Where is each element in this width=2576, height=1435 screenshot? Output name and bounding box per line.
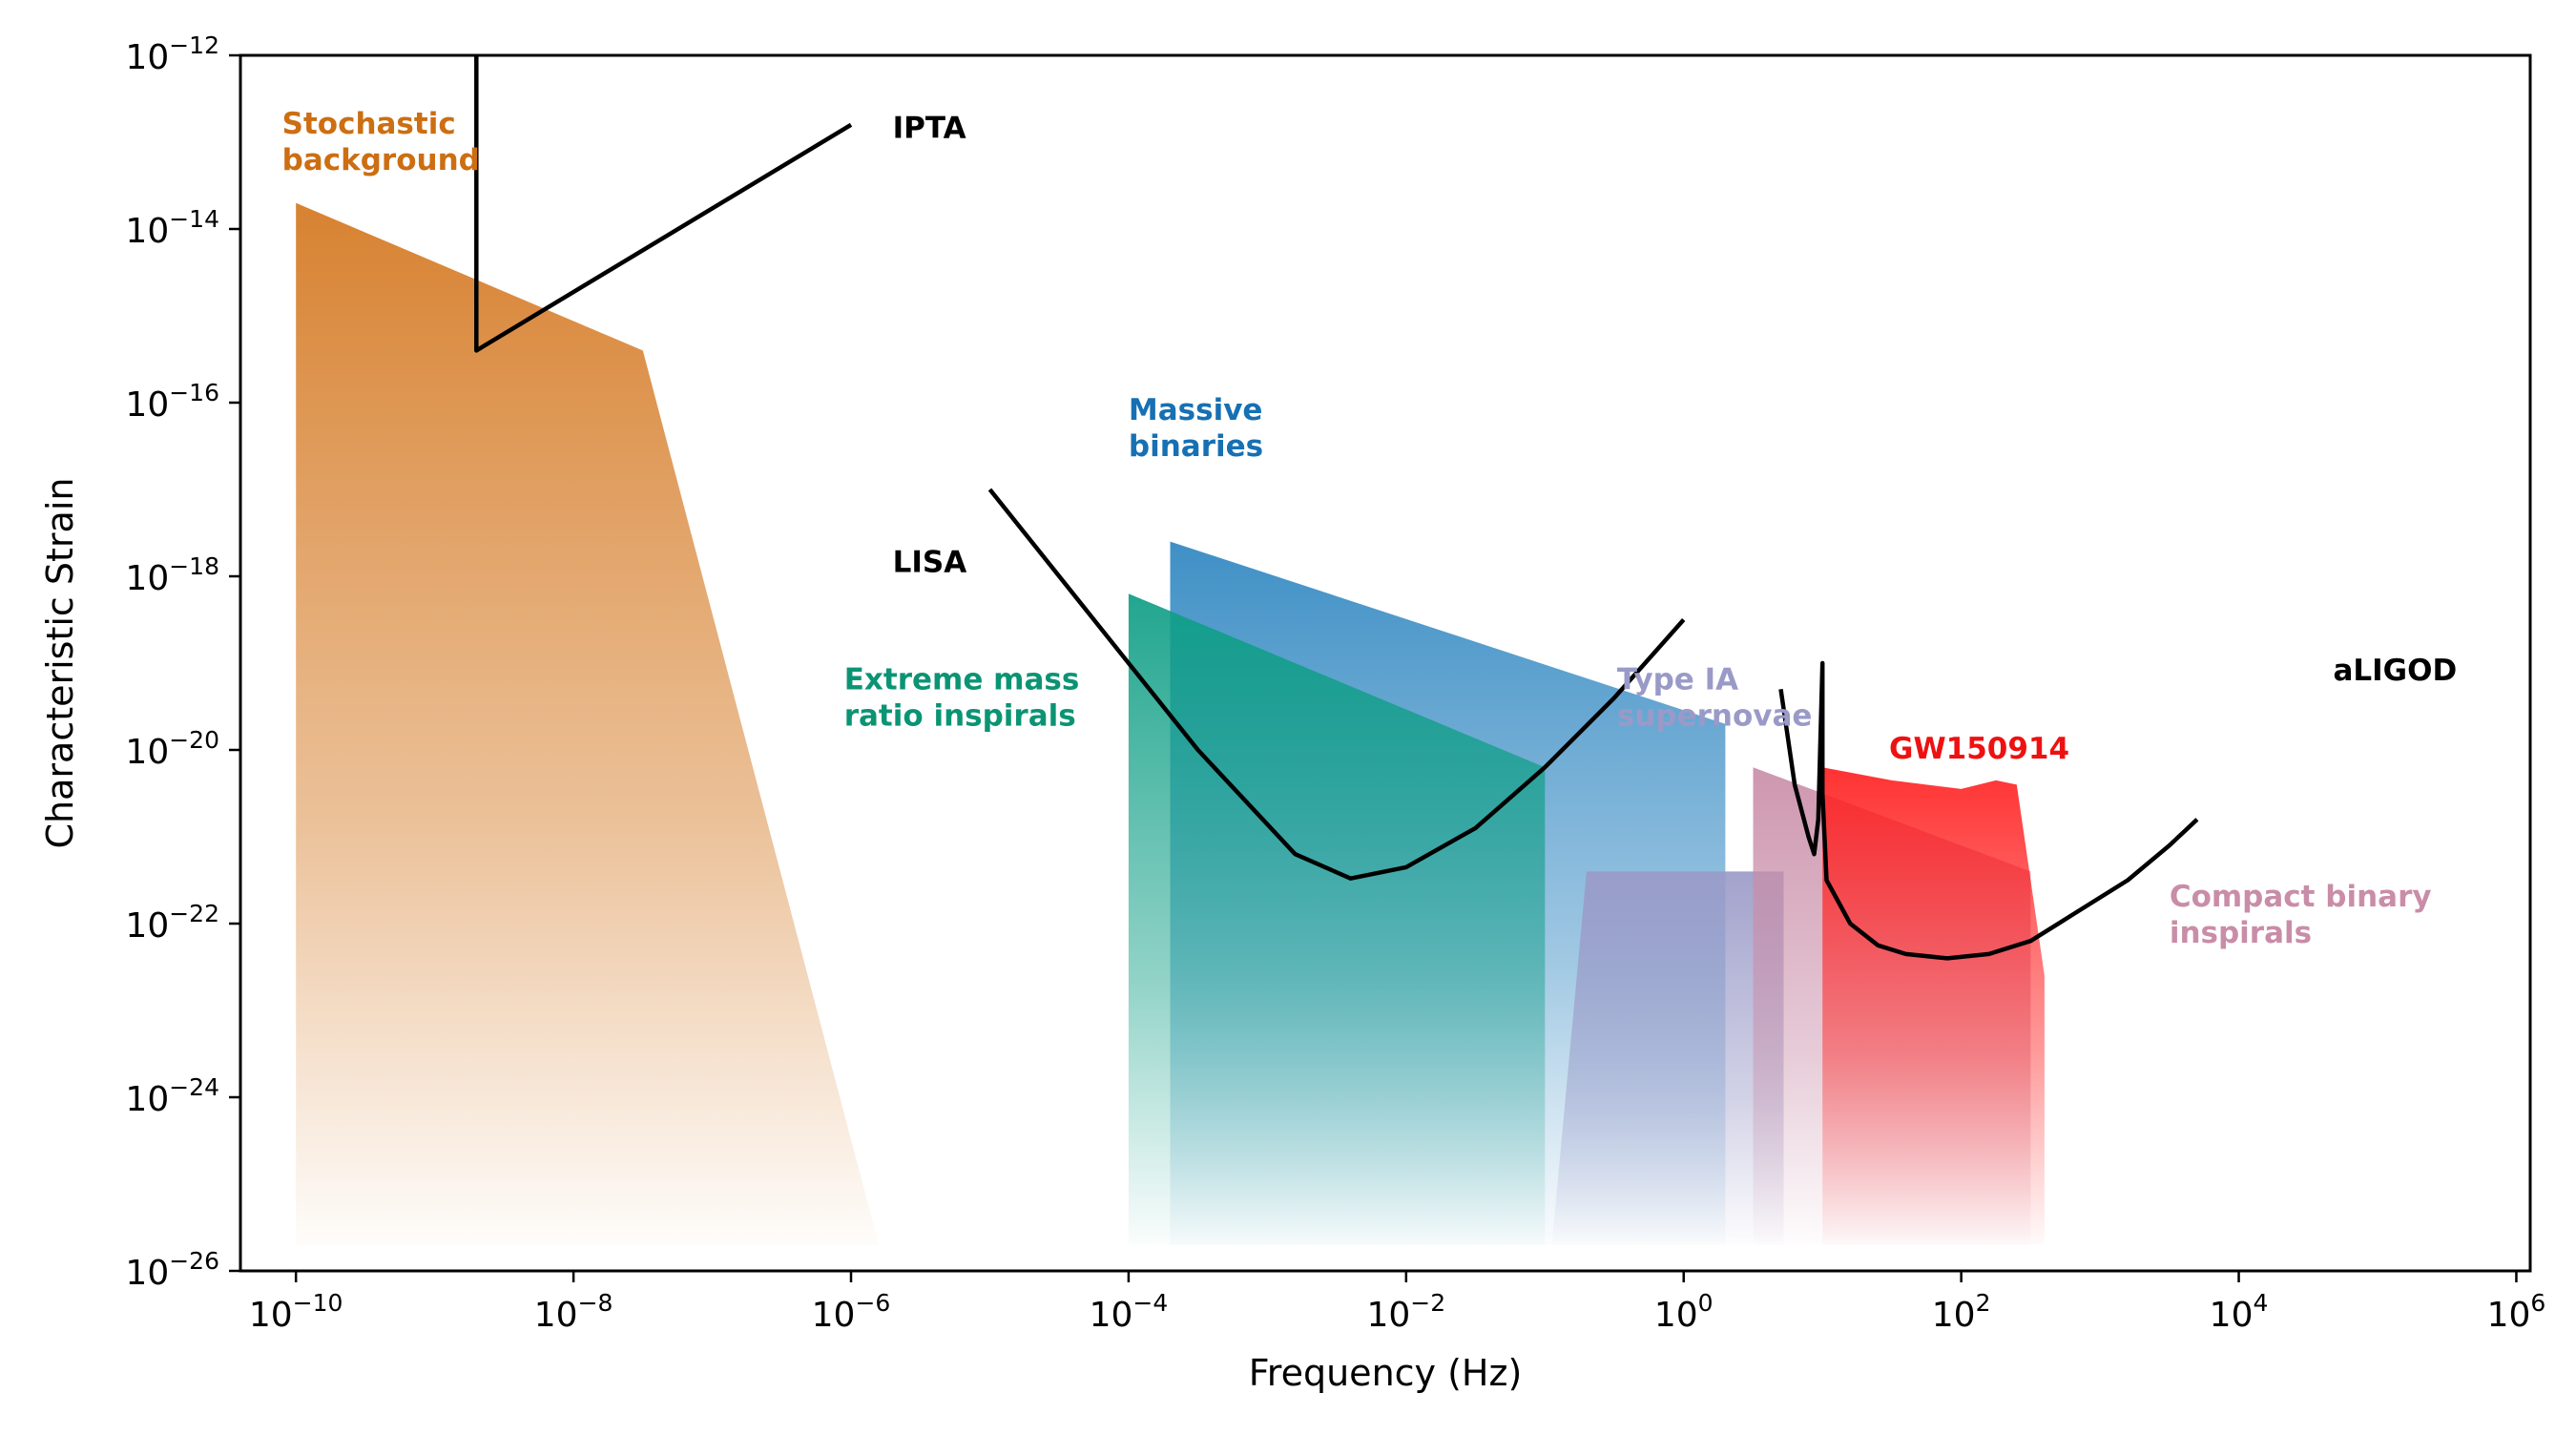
curves-layer	[474, 55, 2199, 961]
x-tick-label: 100	[1654, 1289, 1714, 1335]
y-tick-label: 10−16	[125, 379, 219, 425]
region-stochastic	[296, 202, 880, 1245]
curve-ipta	[474, 55, 853, 353]
region-label-gw150914: GW150914	[1889, 732, 2069, 766]
x-tick-label: 102	[1932, 1289, 1991, 1335]
region-label-stochastic: Stochastic background	[282, 107, 480, 177]
y-tick-label: 10−12	[125, 31, 219, 77]
plot-frame	[239, 53, 2532, 1273]
region-gw150914	[1822, 767, 2045, 1245]
region-label-type_ia: Type IA supernovae	[1617, 662, 1813, 733]
curve-lisa	[987, 488, 1686, 881]
x-tick-label: 10−10	[249, 1289, 343, 1335]
region-label-massive_binaries: Massive binaries	[1129, 393, 1263, 464]
x-tick-label: 10−4	[1090, 1289, 1169, 1335]
region-type_ia	[1551, 871, 1784, 1245]
y-tick-label: 10−14	[125, 205, 219, 251]
x-tick-label: 10−6	[812, 1289, 891, 1335]
y-tick-label: 10−18	[125, 552, 219, 598]
region-label-emri: Extreme mass ratio inspirals	[844, 662, 1080, 733]
y-tick-label: 10−24	[125, 1073, 219, 1119]
labels-layer: Stochastic background Massive binaries Extre…	[282, 107, 2458, 950]
y-tick-label: 10−20	[125, 726, 219, 772]
curve-label-aligo: aLIGOD	[2333, 654, 2457, 688]
regions-layer	[296, 202, 2045, 1245]
y-axis: 10−12 10−14 10−16 10−18 10−20 10−22 10−24 10−26	[125, 31, 240, 1293]
y-tick-label: 10−26	[125, 1247, 219, 1293]
x-axis-label: Frequency (Hz)	[1249, 1352, 1523, 1394]
x-tick-label: 10−2	[1366, 1289, 1445, 1335]
y-axis-label: Characteristic Strain	[39, 478, 81, 849]
region-label-compact_binary: Compact binary inspirals	[2170, 880, 2432, 950]
curve-label-lisa: LISA	[893, 545, 967, 579]
x-axis: 10−10 10−8 10−6 10−4 10−2 100 102 104 106	[249, 1271, 2545, 1335]
y-tick-label: 10−22	[125, 900, 219, 946]
x-tick-label: 104	[2210, 1289, 2269, 1335]
x-tick-label: 10−8	[534, 1289, 613, 1335]
curve-aligo	[1778, 660, 2199, 961]
curve-label-ipta: IPTA	[893, 111, 966, 145]
region-emri	[1128, 593, 1546, 1245]
x-tick-label: 106	[2487, 1289, 2546, 1335]
